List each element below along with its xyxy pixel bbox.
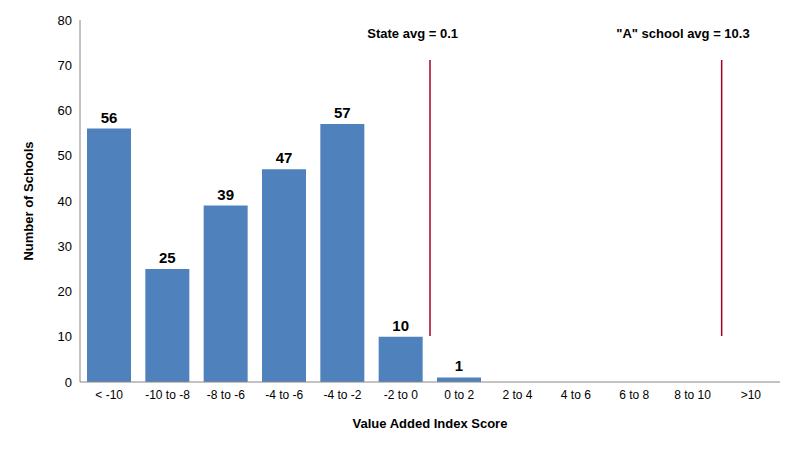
svg-text:-10 to -8: -10 to -8 bbox=[145, 388, 190, 402]
svg-text:57: 57 bbox=[334, 104, 351, 121]
svg-text:-2 to 0: -2 to 0 bbox=[384, 388, 418, 402]
svg-text:56: 56 bbox=[101, 109, 118, 126]
svg-text:70: 70 bbox=[58, 58, 72, 73]
svg-text:< -10: < -10 bbox=[95, 388, 123, 402]
svg-text:30: 30 bbox=[58, 239, 72, 254]
svg-text:47: 47 bbox=[276, 149, 293, 166]
svg-text:-4 to -2: -4 to -2 bbox=[323, 388, 361, 402]
svg-text:State avg = 0.1: State avg = 0.1 bbox=[367, 26, 458, 41]
svg-text:20: 20 bbox=[58, 284, 72, 299]
svg-text:25: 25 bbox=[159, 249, 176, 266]
svg-text:Value Added Index Score: Value Added Index Score bbox=[353, 416, 508, 431]
svg-text:6 to 8: 6 to 8 bbox=[619, 388, 649, 402]
svg-text:1: 1 bbox=[455, 357, 463, 374]
svg-text:40: 40 bbox=[58, 194, 72, 209]
svg-text:10: 10 bbox=[392, 317, 409, 334]
svg-text:50: 50 bbox=[58, 148, 72, 163]
svg-text:"A" school avg = 10.3: "A" school avg = 10.3 bbox=[616, 26, 749, 41]
svg-text:-8 to -6: -8 to -6 bbox=[207, 388, 245, 402]
svg-text:>10: >10 bbox=[741, 388, 762, 402]
svg-text:-4 to -6: -4 to -6 bbox=[265, 388, 303, 402]
svg-text:8 to 10: 8 to 10 bbox=[674, 388, 711, 402]
svg-text:Number of Schools: Number of Schools bbox=[21, 141, 36, 260]
svg-text:0: 0 bbox=[65, 375, 72, 390]
svg-text:2 to 4: 2 to 4 bbox=[502, 388, 532, 402]
svg-text:80: 80 bbox=[58, 13, 72, 28]
svg-text:4 to 6: 4 to 6 bbox=[561, 388, 591, 402]
svg-text:60: 60 bbox=[58, 103, 72, 118]
svg-text:10: 10 bbox=[58, 329, 72, 344]
svg-text:0 to 2: 0 to 2 bbox=[444, 388, 474, 402]
svg-text:39: 39 bbox=[217, 186, 234, 203]
